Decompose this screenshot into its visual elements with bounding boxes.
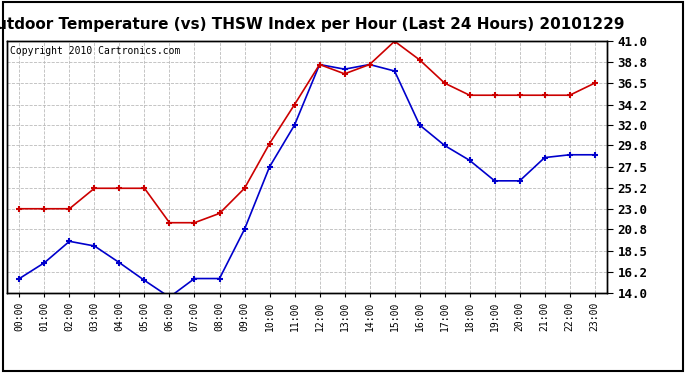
Text: Outdoor Temperature (vs) THSW Index per Hour (Last 24 Hours) 20101229: Outdoor Temperature (vs) THSW Index per … bbox=[0, 17, 624, 32]
Text: Copyright 2010 Cartronics.com: Copyright 2010 Cartronics.com bbox=[10, 46, 180, 56]
